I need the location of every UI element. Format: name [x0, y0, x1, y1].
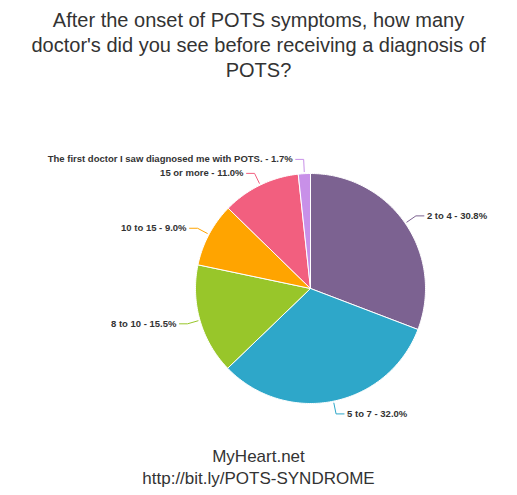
svg-text:8 to 10 - 15.5%: 8 to 10 - 15.5%: [111, 318, 177, 329]
svg-text:15 or more - 11.0%: 15 or more - 11.0%: [160, 167, 244, 178]
svg-text:10 to 15 - 9.0%: 10 to 15 - 9.0%: [121, 222, 187, 233]
html-text:After the onset of POTS sympto: After the onset of POTS symptoms, how ma…: [31, 9, 486, 81]
html-text:http://bit.ly/POTS-SYNDROME: http://bit.ly/POTS-SYNDROME: [142, 469, 375, 488]
svg-text:5 to 7 - 32.0%: 5 to 7 - 32.0%: [347, 408, 408, 419]
svg-text:2 to 4 - 30.8%: 2 to 4 - 30.8%: [427, 210, 488, 221]
svg-text:The first doctor I saw diagnos: The first doctor I saw diagnosed me with…: [48, 153, 293, 164]
html-text:MyHeart.net: MyHeart.net: [212, 447, 305, 466]
